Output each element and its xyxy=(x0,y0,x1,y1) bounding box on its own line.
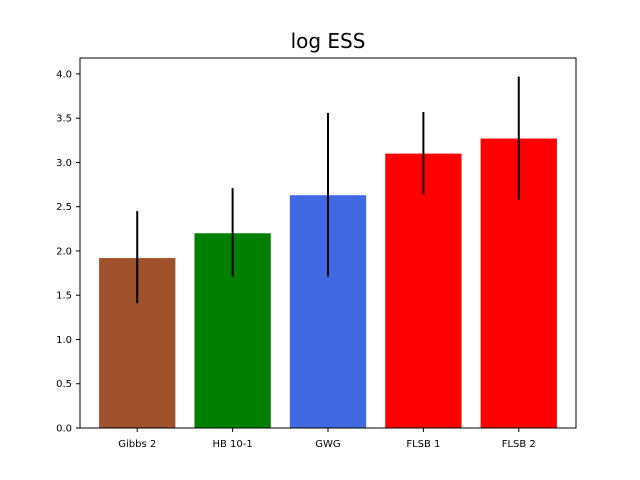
y-tick-label: 4.0 xyxy=(56,69,72,80)
y-tick-label: 2.0 xyxy=(56,246,72,257)
y-tick-label: 3.5 xyxy=(56,114,72,125)
axes: Gibbs 2 HB 10-1 GWG FLSB 1 FLSB 2 0.0 0.5 1.0 1.… xyxy=(56,69,536,450)
y-tick-label: 0.5 xyxy=(56,379,72,390)
chart-title: log ESS xyxy=(291,29,366,53)
x-tick-label: GWG xyxy=(315,439,340,450)
y-tick-label: 2.5 xyxy=(56,202,72,213)
x-tick-label: FLSB 1 xyxy=(406,439,440,450)
x-tick-label: HB 10-1 xyxy=(212,439,252,450)
plot-frame xyxy=(79,57,577,429)
y-tick-label: 0.0 xyxy=(56,424,72,435)
y-tick-label: 1.5 xyxy=(56,291,72,302)
error-bars xyxy=(136,76,520,304)
y-tick-label: 1.0 xyxy=(56,335,72,346)
y-tick-label: 3.0 xyxy=(56,158,72,169)
bars xyxy=(99,138,557,428)
x-tick-label: FLSB 2 xyxy=(502,439,536,450)
x-tick-label: Gibbs 2 xyxy=(118,439,156,450)
bar-flsb-1 xyxy=(385,153,462,428)
